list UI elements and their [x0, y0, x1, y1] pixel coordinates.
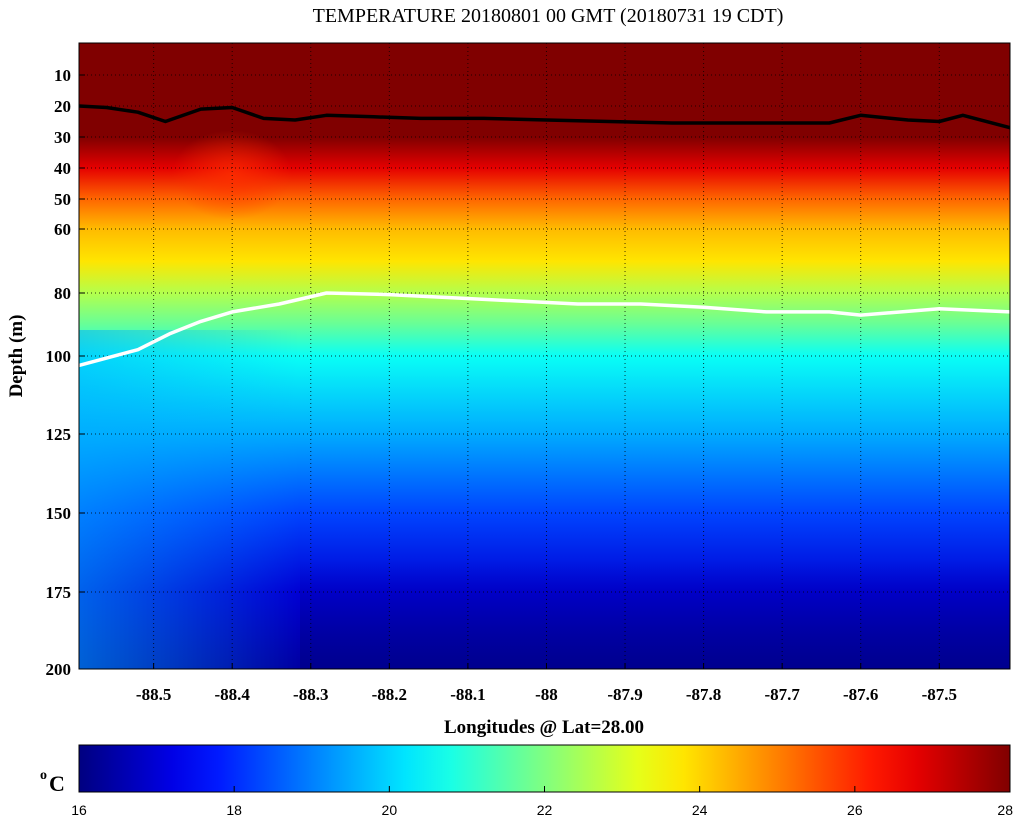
x-tick-label: -87.9 — [607, 685, 642, 704]
isotherm-line-2 — [79, 291, 1010, 368]
colorbar-tick-label: 20 — [382, 802, 398, 818]
isotherm-lines — [79, 104, 1010, 368]
colorbar-unit-degree: o — [40, 768, 47, 783]
y-tick-label: 30 — [54, 128, 71, 147]
y-tick-label: 175 — [46, 583, 72, 602]
y-tick-label: 80 — [54, 284, 71, 303]
colorbar-tick-label: 24 — [692, 802, 708, 818]
colorbar-gradient — [78, 744, 1011, 793]
x-tick-label: -87.6 — [843, 685, 878, 704]
colorbar-ticks: 16 18 20 22 24 26 28 — [71, 786, 1013, 818]
isotherm-line-1 — [79, 104, 1010, 130]
x-tick-labels: -88.5 -88.4 -88.3 -88.2 -88.1 -88 -87.9 -87.8 -8… — [136, 663, 957, 704]
y-axis-label: Depth (m) — [6, 315, 27, 398]
x-tick-label: -88.4 — [214, 685, 250, 704]
colorbar-tick-label: 22 — [537, 802, 553, 818]
deep-water-shade — [300, 560, 1010, 669]
x-tick-label: -87.8 — [686, 685, 721, 704]
colorbar-unit-label: C — [49, 771, 65, 796]
colorbar-tick-label: 26 — [847, 802, 863, 818]
y-tick-labels: 10 20 30 40 50 60 80 100 125 150 175 200 — [46, 66, 85, 679]
grid-lines — [79, 43, 1010, 669]
y-tick-label: 200 — [46, 660, 72, 679]
colorbar-tick-label: 16 — [71, 802, 87, 818]
x-tick-label: -87.5 — [922, 685, 957, 704]
x-tick-label: -88.3 — [293, 685, 328, 704]
y-tick-label: 40 — [54, 159, 71, 178]
y-tick-label: 50 — [54, 190, 71, 209]
x-tick-label: -87.7 — [764, 685, 800, 704]
x-tick-label: -88.1 — [450, 685, 485, 704]
left-cooling-shade — [79, 330, 299, 669]
colorbar-tick-label: 28 — [997, 802, 1013, 818]
colorbar: 16 18 20 22 24 26 28 o C — [40, 744, 1013, 818]
x-tick-label: -88.2 — [372, 685, 407, 704]
y-tick-label: 20 — [54, 97, 71, 116]
y-tick-label: 60 — [54, 220, 71, 239]
colorbar-tick-label: 18 — [226, 802, 242, 818]
y-tick-label: 10 — [54, 66, 71, 85]
x-tick-label: -88.5 — [136, 685, 171, 704]
y-tick-label: 100 — [46, 347, 72, 366]
chart-title: TEMPERATURE 20180801 00 GMT (20180731 19… — [313, 5, 784, 27]
y-tick-label: 125 — [46, 425, 72, 444]
plot-area — [79, 43, 1010, 669]
x-axis-label: Longitudes @ Lat=28.00 — [444, 717, 644, 738]
y-tick-label: 150 — [46, 504, 72, 523]
x-tick-label: -88 — [535, 685, 558, 704]
